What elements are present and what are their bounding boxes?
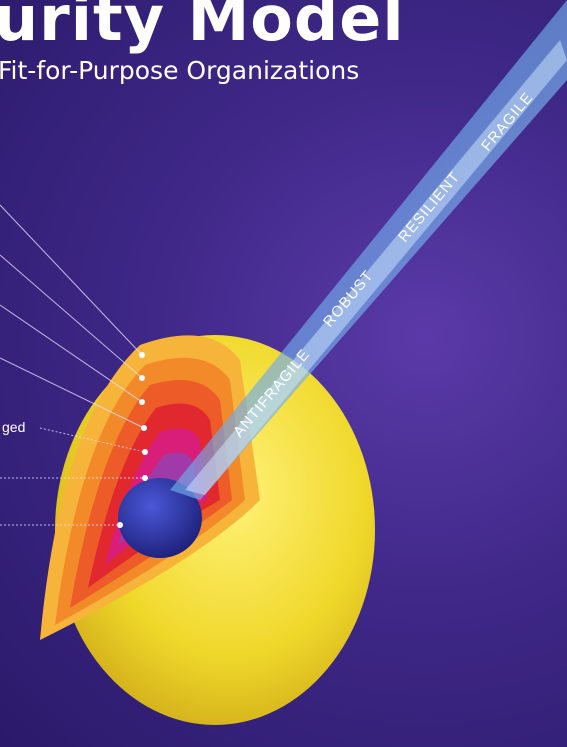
beam <box>170 0 567 500</box>
leader-line <box>0 254 143 379</box>
leader-line <box>0 357 145 429</box>
leader-line <box>0 204 143 356</box>
leader-line <box>0 304 143 403</box>
leader-dot <box>117 522 123 528</box>
sphere <box>40 335 375 725</box>
leader-lines <box>0 204 146 526</box>
page-title: urity Model <box>0 0 405 55</box>
leader-dot <box>139 375 145 381</box>
arrow-beam <box>170 0 567 500</box>
leader-dot <box>142 449 148 455</box>
core <box>118 478 202 558</box>
leader-dot <box>142 475 148 481</box>
leader-line <box>39 427 146 453</box>
beam-core <box>185 40 567 495</box>
leader-dot <box>139 399 145 405</box>
page-subtitle: Fit-for-Purpose Organizations <box>0 56 360 85</box>
leader-dot <box>141 425 147 431</box>
leader-dot <box>139 352 145 358</box>
side-label-partial: ged <box>2 419 25 435</box>
leader-dots <box>117 352 148 528</box>
